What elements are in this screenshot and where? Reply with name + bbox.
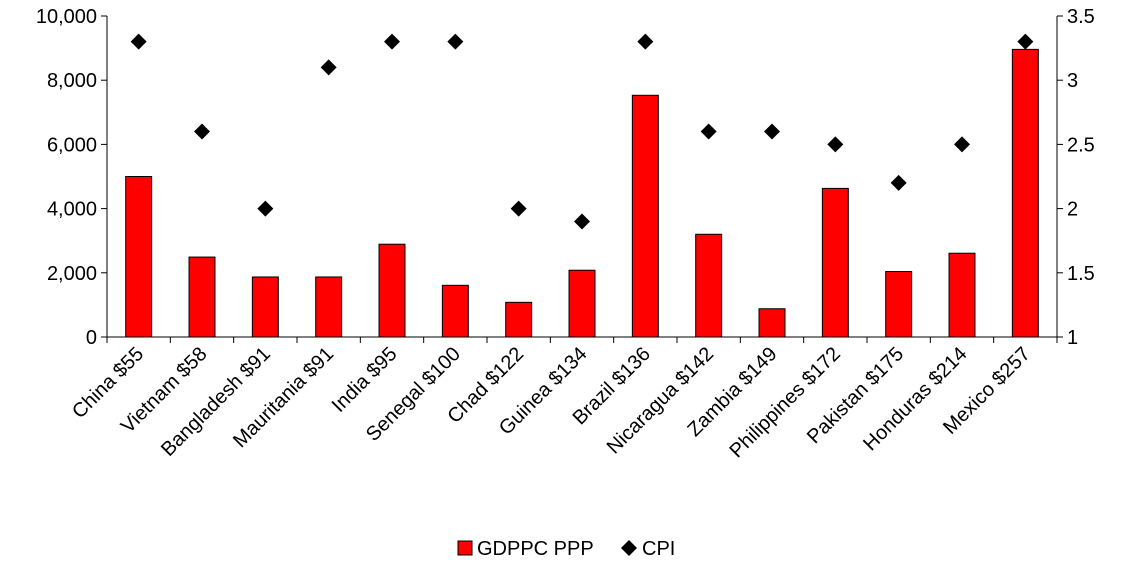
category-label: Nicaragua $142 [603, 343, 718, 458]
bar-gdppc [948, 252, 976, 338]
point-cpi [637, 33, 654, 50]
plot-area [125, 33, 1039, 338]
legend: GDPPC PPP CPI [457, 538, 675, 560]
bar-gdppc [125, 176, 153, 338]
point-cpi [574, 213, 590, 230]
bar-gdppc [188, 256, 216, 338]
bar-gdppc [441, 284, 469, 338]
bar-gdppc [568, 269, 596, 338]
bar-gdppc [758, 308, 786, 338]
bar-gdppc [885, 271, 913, 338]
right-tick-label: 2.5 [1067, 134, 1095, 156]
bar-gdppc [251, 276, 279, 338]
left-axis: 0 2,000 4,000 6,000 8,000 10,000 [36, 6, 108, 349]
point-cpi [194, 123, 210, 140]
point-cpi [700, 123, 717, 140]
left-tick-label: 10,000 [36, 6, 97, 28]
right-tick-label: 3.5 [1067, 6, 1095, 28]
right-tick-label: 3 [1067, 70, 1078, 92]
bar-gdppc [821, 187, 849, 338]
bar-gdppc [378, 243, 406, 338]
point-cpi [510, 200, 527, 217]
right-axis: 1 1.5 2 2.5 3 3.5 [1056, 6, 1095, 349]
left-tick-label: 6,000 [47, 134, 97, 156]
bar-gdppc [695, 233, 723, 338]
point-cpi [764, 123, 780, 140]
legend-marker-cpi [621, 540, 637, 556]
point-cpi [954, 136, 970, 153]
bar-gdppc [505, 301, 533, 338]
point-cpi [447, 33, 464, 50]
legend-swatch-gdppc [457, 540, 473, 556]
legend-label-cpi: CPI [642, 538, 675, 560]
right-tick-label: 1 [1067, 327, 1078, 349]
right-tick-label: 2 [1067, 199, 1078, 221]
legend-label-gdppc: GDPPC PPP [477, 538, 594, 560]
point-cpi [1017, 33, 1034, 50]
point-cpi [320, 59, 337, 76]
bar-gdppc [631, 94, 659, 338]
point-cpi [890, 174, 907, 191]
point-cpi [827, 136, 844, 153]
left-tick-label: 4,000 [47, 199, 97, 221]
category-label: Bangladesh $91 [157, 343, 275, 461]
right-tick-label: 1.5 [1067, 263, 1095, 285]
left-tick-label: 0 [86, 327, 97, 349]
category-label: Philippines $172 [726, 343, 845, 462]
bar-gdppc [315, 276, 343, 338]
point-cpi [130, 33, 147, 50]
point-cpi [257, 200, 274, 217]
left-tick-label: 8,000 [47, 70, 97, 92]
point-cpi [384, 33, 400, 50]
bar-gdppc [1011, 48, 1039, 338]
left-tick-label: 2,000 [47, 263, 97, 285]
